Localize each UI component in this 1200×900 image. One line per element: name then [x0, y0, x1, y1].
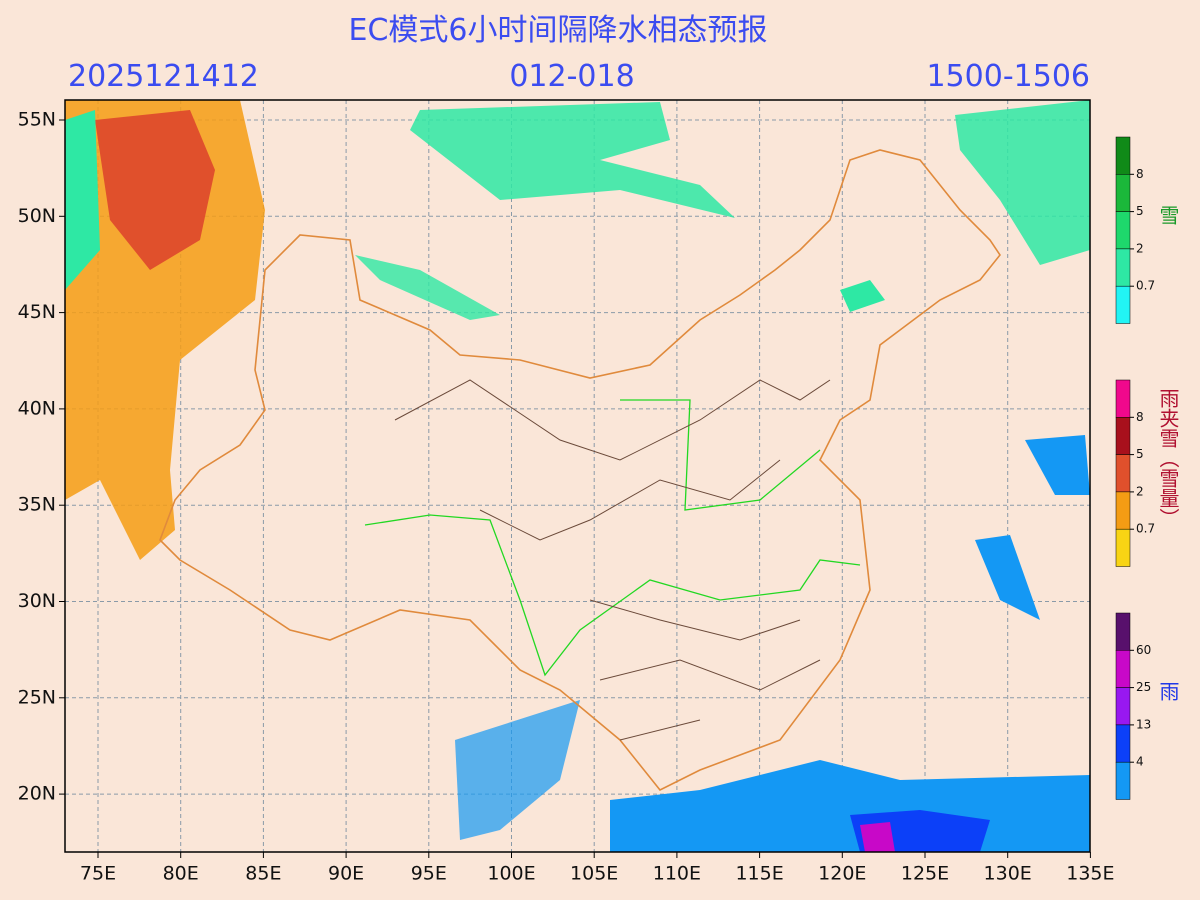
legend-swatch — [1115, 174, 1131, 212]
legend-label: 8 — [1136, 410, 1144, 424]
legend-swatch — [1115, 650, 1131, 688]
legend-label: 5 — [1136, 447, 1144, 461]
snow-area — [840, 280, 885, 312]
snow-area — [65, 110, 100, 290]
legend-swatch — [1115, 417, 1131, 455]
snow-area — [410, 102, 735, 218]
y-tick-label: 50N — [18, 205, 56, 227]
snow-area — [955, 100, 1090, 265]
legend-label: 8 — [1136, 167, 1144, 181]
y-tick-label: 45N — [18, 301, 56, 323]
title: EC模式6小时间隔降水相态预报 — [349, 13, 768, 48]
legend-label: 0.7 — [1136, 279, 1155, 293]
y-tick-label: 55N — [18, 109, 56, 131]
country-border — [159, 149, 1001, 792]
x-tick-label: 115E — [735, 863, 783, 885]
map-frame — [64, 99, 1091, 853]
legend-label: 4 — [1136, 755, 1144, 769]
legend-swatch — [1115, 724, 1131, 763]
rain-area — [1025, 435, 1090, 495]
y-tick-label: 40N — [18, 397, 56, 419]
legend-title: 雨 — [1156, 681, 1180, 701]
legend-swatch — [1115, 687, 1131, 726]
x-tick-label: 90E — [328, 863, 364, 885]
snow-area — [355, 255, 500, 320]
legend-label: 25 — [1136, 680, 1151, 694]
legend-swatch — [1115, 528, 1131, 567]
legend-label: 13 — [1136, 717, 1151, 731]
legend-swatch — [1115, 285, 1131, 324]
province-border — [394, 379, 831, 741]
precipitation — [65, 100, 1090, 852]
y-tick-label: 30N — [18, 590, 56, 612]
forecast-hours: 012-018 — [509, 59, 634, 94]
legend-swatch — [1115, 248, 1131, 287]
grid — [65, 100, 1090, 852]
legend-label: 60 — [1136, 643, 1151, 657]
valid-time: 1500-1506 — [926, 59, 1090, 94]
x-tick-label: 125E — [901, 863, 949, 885]
y-tick-label: 35N — [18, 494, 56, 516]
rain-area — [975, 535, 1040, 620]
legend-swatch — [1115, 379, 1131, 418]
x-tick-label: 105E — [570, 863, 618, 885]
legend-swatch — [1115, 612, 1131, 651]
x-tick-label: 95E — [411, 863, 447, 885]
x-tick-label: 80E — [163, 863, 199, 885]
x-tick-label: 135E — [1066, 863, 1114, 885]
rain-area — [860, 822, 895, 852]
x-tick-label: 75E — [80, 863, 116, 885]
legend-label: 0.7 — [1136, 522, 1155, 536]
x-tick-label: 130E — [984, 863, 1032, 885]
river — [364, 399, 861, 677]
legend-title: 雨夹雪（雪量） — [1156, 388, 1180, 528]
legend-swatch — [1115, 761, 1131, 800]
legend-label: 5 — [1136, 204, 1144, 218]
legend-title: 雪 — [1156, 205, 1180, 225]
x-tick-label: 110E — [653, 863, 701, 885]
rain-area — [455, 700, 580, 840]
y-tick-label: 20N — [18, 783, 56, 805]
init-time: 2025121412 — [68, 59, 259, 94]
legend-label: 2 — [1136, 484, 1144, 498]
x-tick-label: 120E — [818, 863, 866, 885]
legend-swatch — [1115, 454, 1131, 493]
legend-swatch — [1115, 491, 1131, 530]
sleet-area — [95, 110, 215, 270]
legend-swatch — [1115, 211, 1131, 250]
x-tick-label: 85E — [245, 863, 281, 885]
y-tick-label: 25N — [18, 686, 56, 708]
legend-swatch — [1115, 136, 1131, 175]
x-tick-label: 100E — [487, 863, 535, 885]
legend-label: 2 — [1136, 241, 1144, 255]
